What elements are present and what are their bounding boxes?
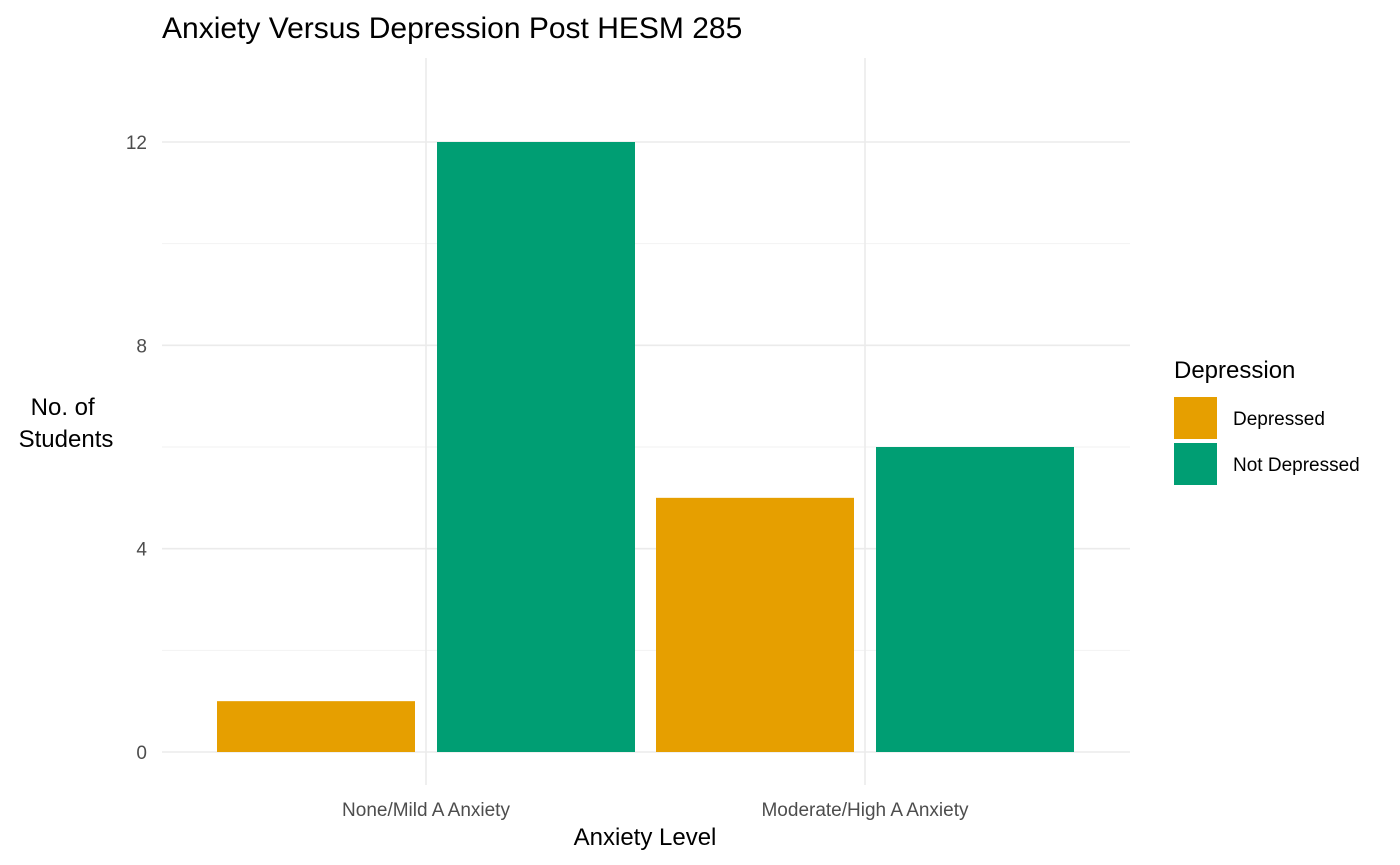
y-axis-title: No. of Students: [19, 394, 114, 453]
y-tick-label: 4: [136, 540, 147, 561]
y-tick-label: 0: [136, 743, 147, 764]
x-tick-label: None/Mild A Anxiety: [342, 800, 510, 821]
bar-depressed: [217, 701, 415, 752]
bar-not-depressed: [876, 447, 1074, 752]
legend-label: Depressed: [1233, 409, 1325, 430]
y-tick-label: 12: [126, 133, 147, 154]
legend: Depression Depressed Not Depressed: [1174, 357, 1360, 485]
legend-label: Not Depressed: [1233, 455, 1360, 476]
legend-title: Depression: [1174, 357, 1295, 384]
x-axis-title: Anxiety Level: [574, 824, 717, 851]
chart-title: Anxiety Versus Depression Post HESM 285: [162, 12, 742, 45]
bar-depressed: [656, 497, 854, 752]
y-axis-ticks: 0 4 8 12: [126, 133, 148, 764]
y-axis-title-line2: Students: [19, 426, 114, 453]
bar-not-depressed: [437, 142, 635, 752]
legend-key-depressed: [1174, 397, 1217, 439]
legend-key-not-depressed: [1174, 443, 1217, 485]
x-tick-label: Moderate/High A Anxiety: [761, 800, 969, 821]
y-axis-title-line1: No. of: [31, 394, 95, 421]
y-tick-label: 8: [136, 336, 147, 357]
bars: [217, 142, 1074, 752]
x-axis-ticks: None/Mild A Anxiety Moderate/High A Anxie…: [342, 800, 969, 821]
